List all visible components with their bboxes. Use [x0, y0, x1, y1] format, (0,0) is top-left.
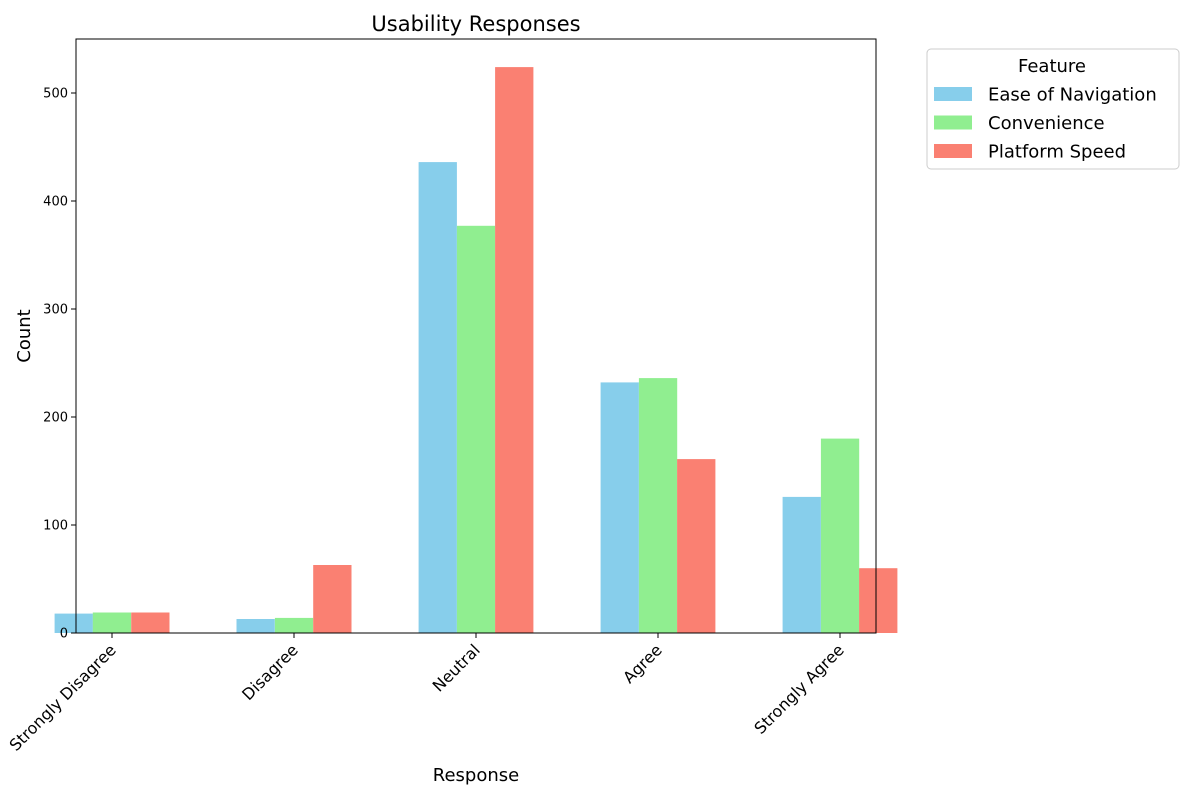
bar [418, 162, 457, 633]
bar [274, 617, 314, 633]
legend-swatch [934, 115, 972, 130]
y-axis-label: Count [14, 309, 35, 362]
x-tick-label: Neutral [429, 640, 484, 695]
x-tick-label: Strongly Agree [750, 640, 847, 737]
legend-swatch [934, 144, 972, 158]
bar [638, 378, 678, 633]
bars-layer [54, 67, 898, 634]
bar [456, 225, 496, 634]
y-tick-label: 100 [43, 519, 68, 534]
legend: Feature Ease of Navigation Convenience Pla… [926, 48, 1180, 170]
y-tick-label: 400 [43, 195, 68, 210]
chart-title: Usability Responses [371, 12, 580, 36]
bar [859, 568, 898, 633]
legend-label: Platform Speed [988, 142, 1126, 163]
legend-frame [926, 48, 1180, 170]
bar [820, 438, 860, 633]
bar [131, 612, 170, 633]
x-axis: Strongly Disagree Disagree Neutral Agree Str… [5, 633, 848, 755]
plot-area-frame [75, 38, 877, 634]
x-tick-label: Disagree [238, 640, 302, 704]
bar [313, 565, 352, 633]
bar [495, 67, 534, 634]
legend-label: Convenience [988, 113, 1105, 134]
bar [236, 619, 275, 633]
legend-swatch [934, 87, 972, 101]
y-tick-label: 200 [43, 411, 68, 426]
bar [677, 459, 716, 633]
bar [92, 612, 132, 633]
y-axis: 0 100 200 300 400 500 [43, 87, 76, 642]
y-tick-label: 300 [43, 303, 68, 318]
x-axis-label: Response [433, 765, 519, 786]
x-tick-label: Agree [619, 640, 666, 687]
y-tick-label: 0 [60, 627, 68, 642]
bar [600, 382, 639, 633]
legend-title: Feature [1018, 56, 1086, 77]
x-tick-label: Strongly Disagree [5, 640, 119, 754]
bar [782, 496, 821, 633]
legend-label: Ease of Navigation [988, 85, 1157, 106]
bar [54, 613, 93, 633]
y-tick-label: 500 [43, 87, 68, 102]
